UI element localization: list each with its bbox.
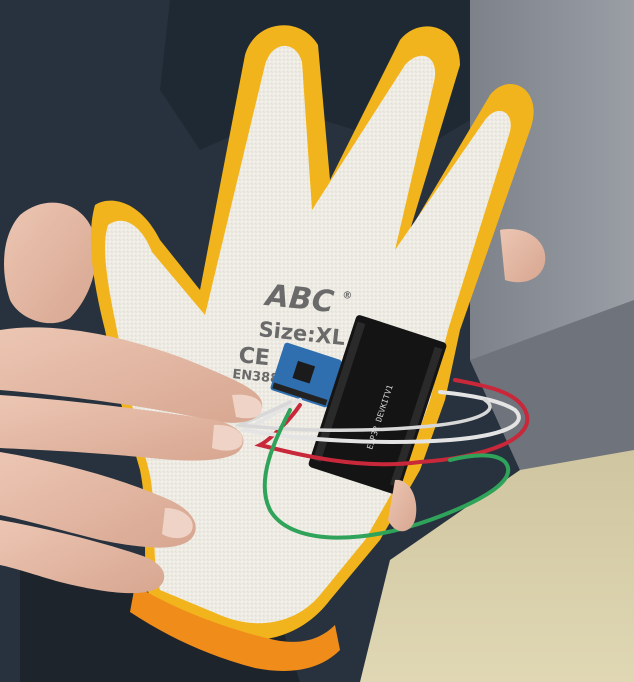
wire-white-1 (238, 390, 521, 444)
finger-middle (0, 395, 244, 461)
fingernail-index (232, 394, 262, 419)
finger-pinky (0, 520, 165, 594)
holding-fingers (0, 327, 263, 594)
finger-index (0, 327, 263, 423)
esp32-board: ESP32 DEVKITV1 (308, 315, 447, 495)
left-hand-thumb (4, 202, 97, 324)
finger-ring (0, 452, 196, 548)
fingernail-ring (162, 508, 193, 539)
fingertip-right-1 (500, 229, 546, 283)
glove-palm (105, 45, 511, 624)
brand-logo: ABC (262, 278, 335, 320)
standard-label: EN388 (232, 367, 280, 387)
glove-cuff (130, 585, 340, 671)
imu-pin-header (272, 382, 328, 406)
floor (360, 450, 634, 682)
mcu-pin-header-right (389, 346, 443, 488)
glove: ABC ® Size:XL CE EN388 (90, 25, 534, 671)
right-fingertips (388, 229, 546, 532)
imu-chip (292, 360, 316, 384)
sensor-module (270, 342, 342, 408)
fingernail-middle (212, 424, 243, 451)
brand-mark: ® (342, 290, 353, 302)
glove-print: ABC ® Size:XL CE EN388 (232, 278, 353, 387)
mcu-pin-header-left (312, 321, 366, 463)
wire-red (254, 378, 530, 467)
thumb (4, 202, 97, 324)
fingertip-right-2 (388, 479, 417, 532)
ce-mark: CE (237, 343, 271, 371)
wires (233, 378, 530, 540)
wire-white-2 (233, 398, 492, 432)
mcu-pcb (308, 315, 447, 495)
